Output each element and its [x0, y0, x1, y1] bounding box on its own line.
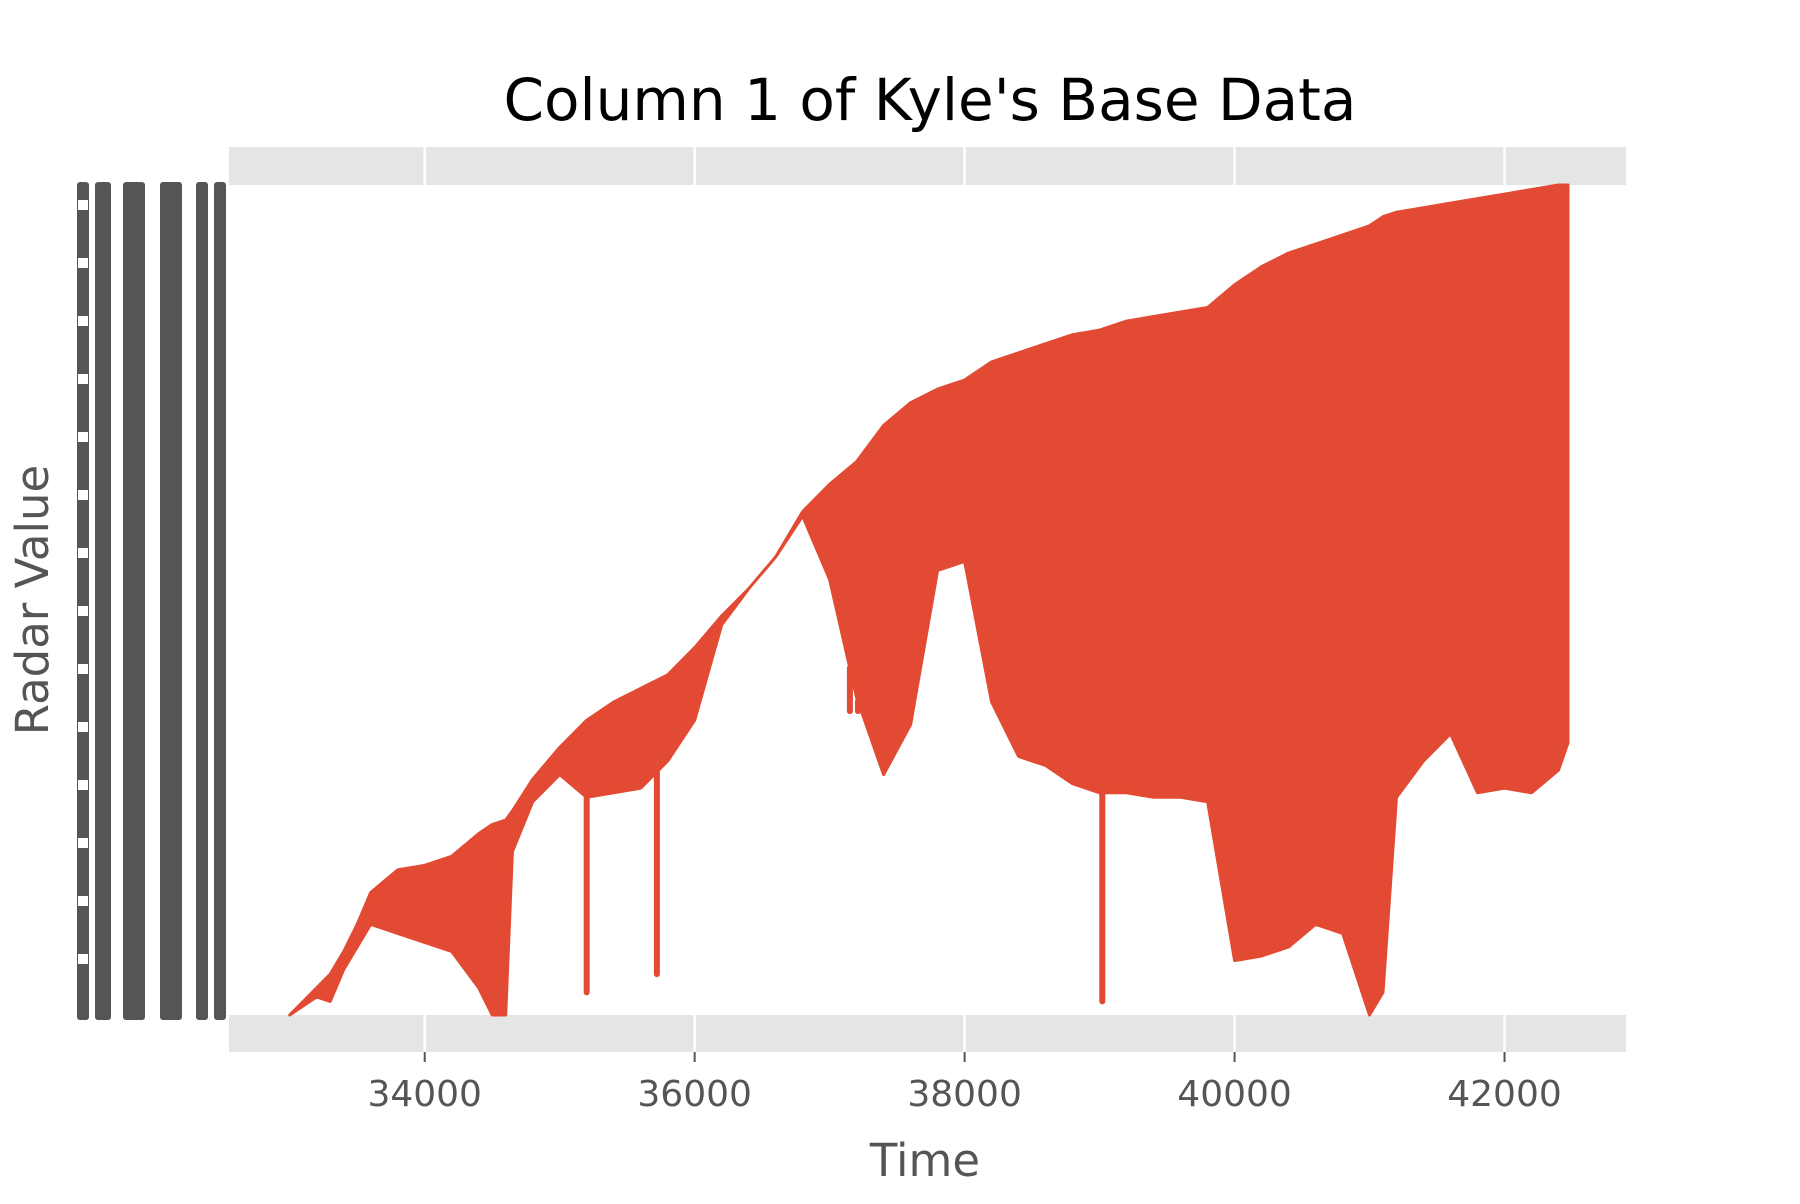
y-tick-label-gap [78, 548, 88, 558]
series-layer [288, 183, 1570, 1017]
y-tick-label-gap [78, 664, 88, 674]
y-tick-label-gap [78, 954, 88, 964]
y-tick-label-gap [78, 200, 88, 210]
y-tick-label-gap [78, 432, 88, 442]
y-tick-label-gap [78, 258, 88, 268]
y-tick-label-gap [78, 722, 88, 732]
y-axis-label: Radar Value [6, 465, 59, 735]
y-tick-label-gap [78, 490, 88, 500]
x-tick-label: 42000 [1447, 1074, 1562, 1115]
y-tick-label-gap [78, 606, 88, 616]
y-tick-label-smear [95, 182, 111, 1020]
y-tick-label-gap [78, 838, 88, 848]
x-tick-label: 34000 [367, 1074, 482, 1115]
x-tick-label: 36000 [637, 1074, 752, 1115]
series-area [288, 183, 1570, 1017]
y-tick-label-smear [160, 182, 182, 1020]
y-tick-label-gap [78, 316, 88, 326]
y-tick-label-smear [214, 182, 226, 1020]
y-tick-label-gap [78, 896, 88, 906]
y-tick-label-smear [196, 182, 208, 1020]
y-tick-label-smear [123, 182, 145, 1020]
y-axis-tick-labels [77, 182, 226, 1020]
x-axis-label: Time [869, 1134, 980, 1187]
y-tick-label-smear [77, 182, 89, 1020]
y-tick-label-gap [78, 374, 88, 384]
x-axis: 34000 36000 38000 40000 42000 [367, 1052, 1562, 1115]
x-tick-label: 40000 [1177, 1074, 1292, 1115]
y-tick-label-gap [78, 780, 88, 790]
chart-title: Column 1 of Kyle's Base Data [504, 66, 1357, 134]
x-tick-label: 38000 [907, 1074, 1022, 1115]
